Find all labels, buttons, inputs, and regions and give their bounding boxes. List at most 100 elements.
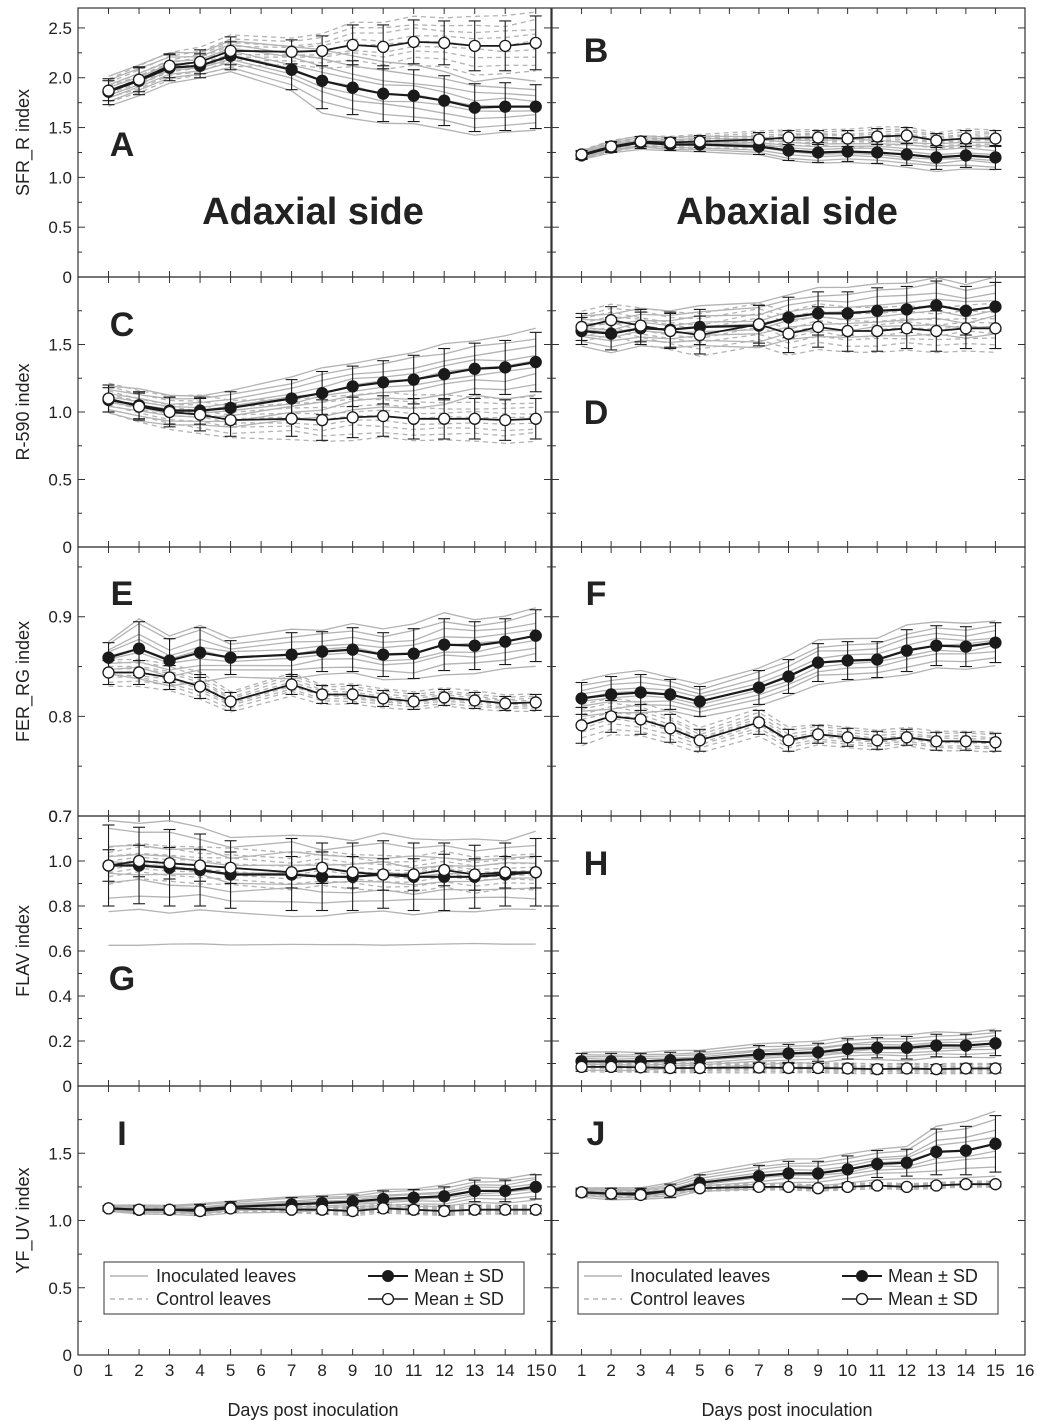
plot-area: [575, 1028, 1002, 1076]
panel-E: 0.7 0.8 0.9 FER_RG index E: [13, 546, 552, 826]
control-mean-point: [315, 44, 329, 57]
control-mean-point: [871, 130, 884, 143]
x-tick-label: 9: [813, 1361, 822, 1380]
control-leaf-trace: [108, 846, 536, 864]
x-tick-label: 11: [868, 1361, 886, 1380]
inoculated-leaf-trace: [108, 622, 536, 651]
plot-area: [575, 620, 1002, 754]
legend-right: Inoculated leaves Control leaves Mean ± …: [577, 1261, 999, 1315]
inoculated-mean-point: [782, 670, 795, 683]
control-leaf-trace: [108, 11, 536, 80]
control-mean-point: [989, 132, 1002, 145]
control-mean-point: [900, 1180, 913, 1194]
y-tick-label: 0.2: [48, 1032, 72, 1051]
inoculated-mean-point: [871, 653, 884, 666]
inoculated-mean-point: [407, 647, 420, 660]
control-mean-point: [989, 1178, 1002, 1191]
control-mean-point: [285, 45, 298, 58]
legend-box: [103, 1261, 525, 1315]
control-mean-point: [693, 734, 706, 747]
inoculated-mean-point: [900, 148, 913, 161]
control-mean-point: [499, 39, 512, 53]
inoculated-mean-point: [989, 1137, 1002, 1150]
plot-area: [575, 126, 1002, 173]
x-tick-label: 16: [1016, 1361, 1035, 1380]
inoculated-leaf-trace: [581, 1032, 996, 1056]
inoculated-mean-point: [871, 1041, 884, 1054]
control-mean-point: [499, 866, 512, 879]
inoculated-mean-point: [959, 1039, 973, 1052]
x-tick-label: 9: [348, 1361, 357, 1380]
x-tick-label: 12: [897, 1361, 916, 1380]
y-tick-label: 1.0: [48, 1212, 72, 1231]
control-mean-point: [346, 688, 359, 701]
control-mean-point: [664, 1184, 677, 1198]
control-mean-point: [529, 1203, 542, 1216]
control-leaf-trace: [108, 63, 536, 103]
control-mean-point: [438, 691, 451, 704]
control-leaf-trace: [108, 680, 536, 710]
control-mean-point: [377, 40, 390, 54]
control-mean-point: [752, 716, 766, 729]
control-mean-point: [285, 866, 298, 879]
control-leaf-trace: [581, 315, 996, 331]
panel-letter: J: [587, 1115, 606, 1153]
inoculated-mean-point: [346, 643, 359, 656]
control-mean-point: [102, 859, 115, 872]
inoculated-mean-point: [752, 1169, 766, 1183]
control-mean-point: [900, 731, 913, 744]
plot-area: [102, 11, 542, 136]
inoculated-mean-point: [841, 1042, 854, 1056]
control-mean-point: [989, 736, 1002, 749]
control-mean-point: [102, 1202, 115, 1215]
plot-area: [575, 1110, 1002, 1202]
control-mean-point: [468, 412, 481, 425]
inoculated-leaf-trace: [108, 827, 536, 852]
x-axis-label-right: Days post inoculation: [701, 1400, 872, 1420]
legend-mean-control-marker: [855, 1292, 869, 1306]
control-mean-point: [407, 868, 420, 881]
inoculated-mean-point: [468, 639, 481, 652]
control-leaf-trace: [108, 852, 536, 867]
y-tick-label: 1.5: [48, 119, 72, 138]
control-leaf-trace: [108, 400, 536, 426]
inoculated-mean-point: [604, 688, 618, 701]
control-mean-point: [407, 35, 420, 49]
inoculated-mean-point: [499, 635, 512, 648]
control-mean-point: [193, 55, 207, 68]
x-tick-label: 1: [104, 1361, 113, 1380]
inoculated-mean-point: [529, 629, 542, 642]
inoculated-mean-point: [407, 373, 420, 386]
x-tick-label: 15: [526, 1361, 545, 1380]
x-tick-label: 3: [165, 1361, 174, 1380]
inoculated-mean-point: [930, 1039, 943, 1052]
control-mean-point: [664, 136, 677, 149]
inoculated-mean-point: [930, 639, 943, 652]
inoculated-mean-point: [438, 94, 451, 107]
inoculated-mean-point: [499, 361, 512, 374]
inoculated-mean-point: [989, 1037, 1002, 1050]
inoculated-mean-point: [315, 74, 329, 87]
inoculated-mean-point: [871, 146, 884, 159]
control-mean-point: [664, 324, 677, 338]
control-mean-point: [132, 854, 146, 868]
inoculated-leaf-trace: [108, 647, 536, 671]
inoculated-leaf-trace: [581, 629, 996, 695]
panel-letter: G: [109, 960, 135, 998]
control-mean-point: [529, 866, 542, 879]
x-tick-label: 4: [195, 1361, 204, 1380]
control-leaf-trace: [108, 27, 536, 87]
inoculated-mean-point: [377, 648, 390, 661]
inoculated-mean-point: [285, 63, 298, 76]
control-mean-point: [407, 695, 420, 708]
control-mean-point: [315, 861, 329, 874]
control-mean-point: [959, 1178, 973, 1191]
inoculated-mean-point: [193, 646, 207, 659]
control-mean-point: [930, 1062, 943, 1076]
control-mean-point: [782, 327, 795, 340]
x-tick-label: 5: [226, 1361, 235, 1380]
control-mean-point: [438, 863, 451, 877]
inoculated-leaf-trace: [581, 1035, 996, 1058]
side-label-right: Abaxial side: [676, 191, 898, 233]
control-mean-point: [841, 132, 854, 145]
